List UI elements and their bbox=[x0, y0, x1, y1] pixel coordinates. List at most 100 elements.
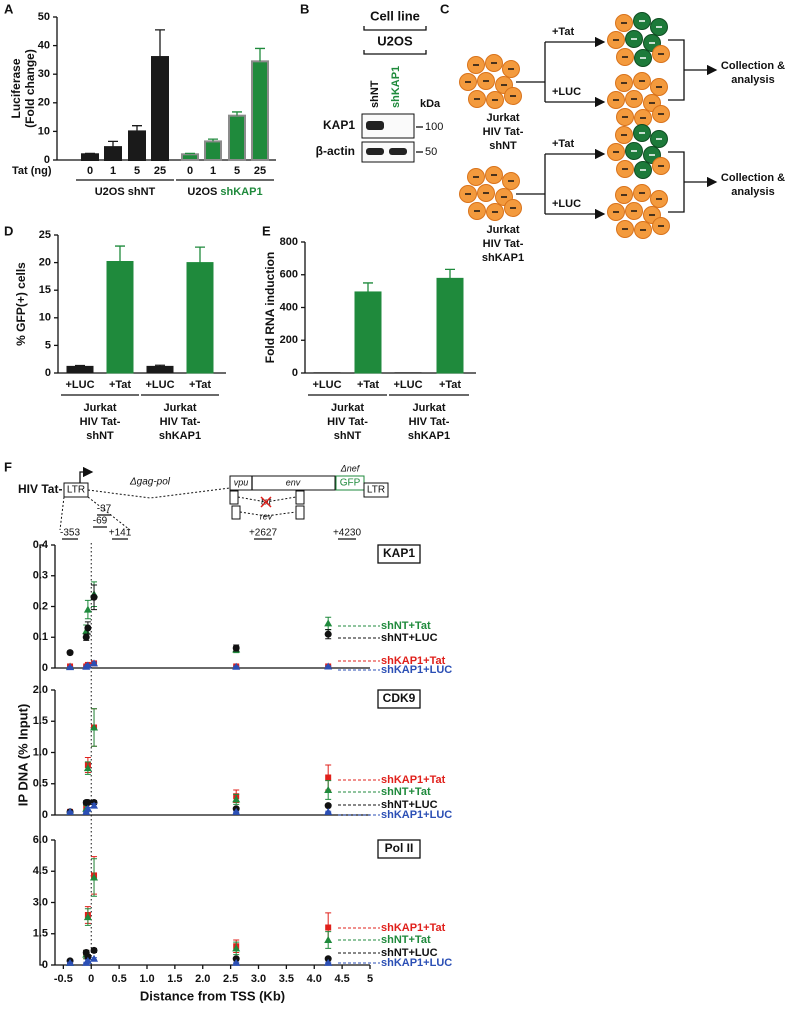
gene: rev bbox=[260, 511, 273, 521]
bracket bbox=[364, 50, 426, 54]
primer: +2627 bbox=[249, 528, 278, 539]
panel-title: KAP1 bbox=[383, 546, 415, 560]
x-tick-label: +LUC bbox=[312, 379, 341, 391]
x-tick-label: 1 bbox=[210, 165, 216, 177]
y-tick-label: 0.2 bbox=[33, 600, 48, 612]
exon bbox=[296, 491, 304, 504]
legend-label: shNT+Tat bbox=[381, 620, 431, 632]
treatment: +LUC bbox=[552, 198, 581, 210]
x-tick-label: 1.0 bbox=[139, 973, 154, 985]
error-bar bbox=[155, 30, 165, 57]
x-tick-label: 25 bbox=[254, 165, 266, 177]
lane-label: shKAP1 bbox=[390, 66, 402, 108]
lane-label: shNT bbox=[369, 80, 381, 108]
legend-label: shKAP1+Tat bbox=[381, 774, 446, 786]
y-axis-label: (Fold change) bbox=[23, 49, 37, 128]
point bbox=[325, 631, 332, 638]
x-tick-label: +Tat bbox=[189, 379, 211, 391]
group-label: shKAP1 bbox=[159, 430, 201, 442]
group-label: HIV Tat- bbox=[327, 416, 368, 428]
treatment: +LUC bbox=[552, 86, 581, 98]
point bbox=[324, 936, 332, 943]
error-bar bbox=[255, 48, 265, 61]
group-label: HIV Tat- bbox=[80, 416, 121, 428]
x-tick-label: 2.5 bbox=[223, 973, 238, 985]
y-axis-label: Fold RNA induction bbox=[263, 252, 277, 364]
cell-line: U2OS bbox=[377, 33, 413, 48]
y-tick-label: 0.1 bbox=[33, 631, 48, 643]
x-tick-label: 3.0 bbox=[251, 973, 266, 985]
bracket bbox=[364, 26, 426, 30]
bar bbox=[205, 141, 221, 160]
panel-label: C bbox=[440, 1, 450, 16]
genome-map: HIV Tat- LTR Δgag-pol vpu env Δnef GFP L… bbox=[18, 463, 388, 539]
bar bbox=[229, 116, 245, 160]
exon bbox=[230, 491, 238, 504]
primer: +4230 bbox=[333, 528, 362, 539]
y-tick-label: 0.4 bbox=[33, 539, 49, 551]
gfp: GFP bbox=[340, 478, 361, 489]
y-tick-label: 1.0 bbox=[33, 746, 48, 758]
point bbox=[84, 625, 91, 632]
group-label: Jurkat bbox=[331, 402, 364, 414]
y-tick-label: 0.3 bbox=[33, 570, 48, 582]
x-tick-label: 5 bbox=[367, 973, 373, 985]
treatment: +Tat bbox=[552, 138, 574, 150]
y-tick-label: 10 bbox=[38, 125, 50, 137]
y-tick-label: 20 bbox=[38, 97, 50, 109]
row-label: β-actin bbox=[316, 144, 355, 158]
bracket bbox=[668, 40, 716, 100]
output: Collection & bbox=[721, 172, 785, 184]
x-tick-label: +LUC bbox=[65, 379, 94, 391]
band bbox=[389, 148, 407, 155]
output: Collection & bbox=[721, 60, 785, 72]
x-tick-label: 1.5 bbox=[167, 973, 182, 985]
y-tick-label: 6.0 bbox=[33, 834, 48, 846]
point bbox=[324, 619, 332, 626]
western-blot: Cell line U2OS shNT shKAP1 kDa KAP1 100 … bbox=[316, 8, 444, 162]
x-tick-label: 5 bbox=[134, 165, 140, 177]
y-tick-label: 1.5 bbox=[33, 715, 48, 727]
group-label: shKAP1 bbox=[408, 430, 450, 442]
primer: -37 bbox=[97, 504, 112, 515]
cell-line-label: HIV Tat- bbox=[483, 126, 524, 138]
gene: env bbox=[286, 477, 301, 487]
panel-title: Pol II bbox=[385, 841, 414, 855]
y-tick-label: 400 bbox=[280, 301, 298, 313]
bar bbox=[182, 154, 198, 160]
bar bbox=[105, 147, 121, 160]
y-tick-label: 4.5 bbox=[33, 865, 48, 877]
point bbox=[67, 649, 74, 656]
group-label: Jurkat bbox=[412, 402, 445, 414]
point bbox=[233, 645, 240, 652]
bar bbox=[152, 57, 168, 160]
point bbox=[91, 947, 98, 954]
panel-label: B bbox=[300, 1, 309, 16]
y-tick-label: 20 bbox=[39, 257, 51, 269]
exon bbox=[296, 506, 304, 519]
cell-line-label: HIV Tat- bbox=[483, 238, 524, 250]
group-label: Jurkat bbox=[163, 402, 196, 414]
x-tick-label: 4.0 bbox=[307, 973, 322, 985]
legend-label: shKAP1+LUC bbox=[381, 809, 452, 821]
x-tick-label: 1 bbox=[110, 165, 116, 177]
marker: 50 bbox=[425, 146, 437, 158]
treatment: +Tat bbox=[552, 26, 574, 38]
y-tick-label: 0 bbox=[292, 367, 298, 379]
group-label: U2OS shKAP1 bbox=[187, 186, 262, 198]
marker: 100 bbox=[425, 121, 443, 133]
x-tick-label: 5 bbox=[234, 165, 240, 177]
legend-label: shKAP1+Tat bbox=[381, 922, 446, 934]
point bbox=[83, 634, 90, 641]
cell-line-label: Jurkat bbox=[486, 224, 519, 236]
y-tick-label: 0 bbox=[42, 959, 48, 971]
point bbox=[91, 594, 98, 601]
panel-label: D bbox=[4, 223, 13, 238]
x-tick-label: +Tat bbox=[439, 379, 461, 391]
y-tick-label: 0 bbox=[42, 809, 48, 821]
tss-arrow bbox=[80, 472, 92, 483]
bar bbox=[107, 261, 133, 373]
primer: +141 bbox=[109, 528, 132, 539]
row-label: KAP1 bbox=[323, 118, 355, 132]
